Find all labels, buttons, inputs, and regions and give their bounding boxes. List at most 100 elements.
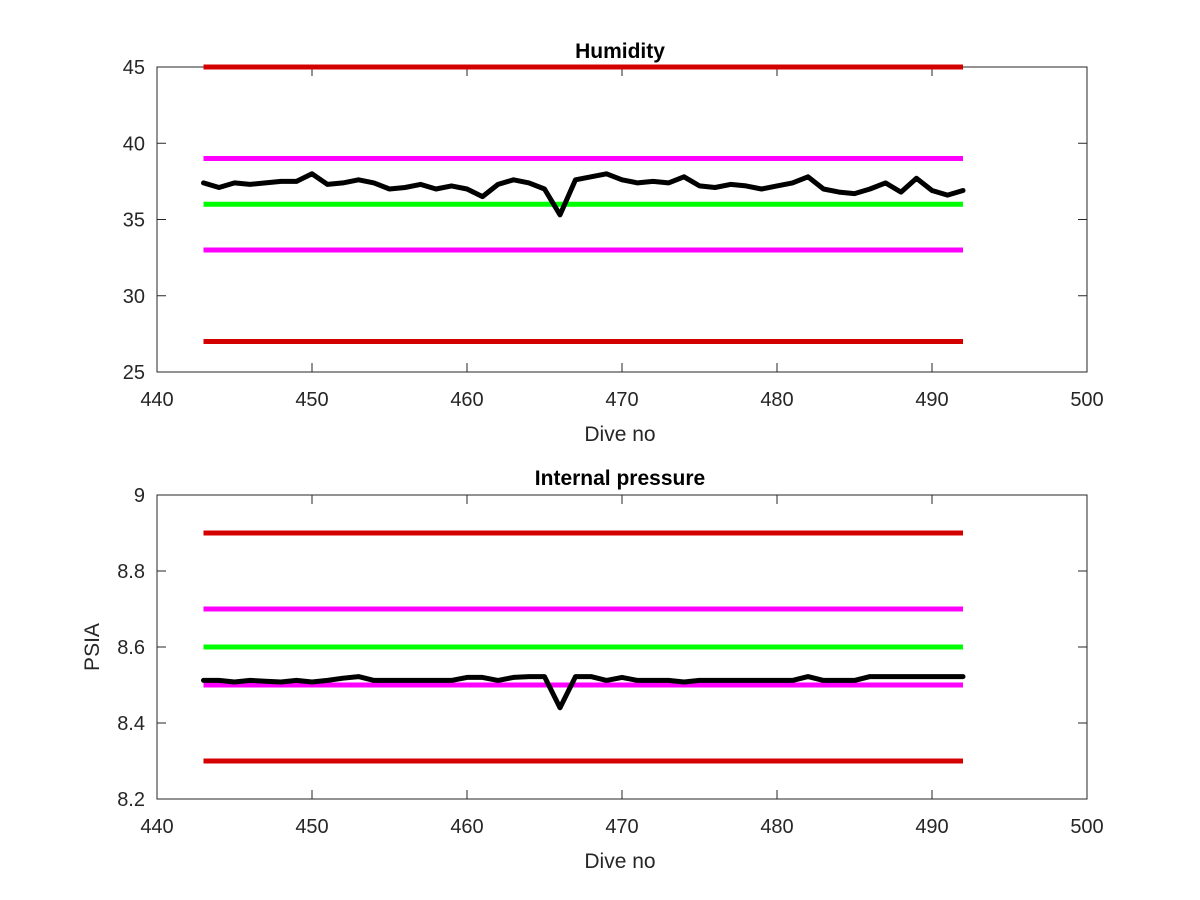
pressure-ytick-label: 8.4 — [117, 713, 145, 735]
humidity-data-point — [668, 182, 669, 184]
pressure-data-point — [342, 677, 344, 679]
pressure-plot-area: 440 450 460 470 480 490 500 8.2 8.4 8.6 8.8 9 — [117, 485, 1104, 838]
pressure-data-point — [838, 679, 840, 681]
pressure-data-point — [885, 676, 886, 678]
pressure-data-point — [699, 679, 700, 681]
humidity-data-point — [234, 182, 235, 184]
humidity-data-point — [885, 182, 886, 184]
pressure-data-point — [947, 676, 948, 678]
pressure-data-point — [730, 679, 731, 681]
pressure-data-point — [931, 676, 933, 678]
pressure-data-point — [854, 679, 855, 681]
humidity-data-point — [916, 177, 917, 179]
pressure-data-point — [404, 679, 406, 681]
pressure-xtick-label: 440 — [140, 816, 173, 838]
pressure-data-point — [203, 679, 204, 681]
pressure-data-point — [218, 679, 220, 681]
humidity-title: Humidity — [575, 40, 665, 63]
humidity-data-point — [823, 188, 824, 190]
humidity-data-point — [435, 188, 437, 190]
pressure-data-point — [296, 679, 297, 681]
humidity-xtick-label: 480 — [760, 389, 793, 411]
pressure-series-line — [201, 674, 966, 711]
pressure-data-point — [528, 676, 530, 678]
pressure-xtick-label: 490 — [915, 816, 948, 838]
pressure-ylabel: PSIA — [81, 623, 104, 671]
pressure-data-point — [234, 681, 235, 683]
humidity-data-point — [699, 185, 700, 187]
humidity-data-point — [466, 188, 468, 190]
pressure-ytick-label: 8.2 — [117, 789, 145, 811]
humidity-data-point — [838, 191, 840, 193]
pressure-data-point — [745, 679, 747, 681]
humidity-data-point — [249, 183, 251, 185]
pressure-ytick-label: 8.6 — [117, 637, 145, 659]
humidity-data-point — [637, 182, 638, 184]
pressure-data-point — [606, 679, 607, 681]
humidity-data-point — [265, 182, 266, 184]
humidity-data-point — [575, 179, 576, 181]
pressure-xtick-label: 450 — [295, 816, 328, 838]
humidity-data-point — [327, 183, 328, 185]
pressure-data-point — [265, 680, 266, 682]
humidity-data-point — [497, 183, 499, 185]
humidity-data-point — [761, 188, 762, 190]
humidity-data-point — [947, 194, 948, 196]
pressure-data-point — [637, 679, 638, 681]
pressure-data-point — [714, 679, 716, 681]
pressure-data-point — [575, 676, 576, 678]
humidity-data-point — [590, 176, 592, 178]
pressure-data-point — [823, 679, 824, 681]
pressure-data-point — [559, 707, 561, 709]
pressure-data-point — [652, 679, 654, 681]
pressure-data-point — [466, 676, 468, 678]
pressure-data-point — [900, 676, 902, 678]
pressure-data-point — [451, 679, 452, 681]
humidity-data-point — [559, 214, 561, 216]
humidity-data-point — [606, 173, 607, 175]
humidity-xtick-label: 490 — [915, 389, 948, 411]
humidity-ytick-label: 40 — [123, 133, 145, 155]
pressure-panel: Internal pressure Dive no PSIA — [81, 467, 705, 873]
pressure-data-point — [962, 676, 964, 678]
pressure-xtick-label: 500 — [1070, 816, 1103, 838]
humidity-data-point — [776, 185, 778, 187]
humidity-data-point — [451, 185, 452, 187]
pressure-ytick-label: 9 — [134, 485, 145, 507]
humidity-data-point — [513, 179, 514, 181]
pressure-xtick-label: 480 — [760, 816, 793, 838]
humidity-data-point — [482, 196, 483, 198]
humidity-data-point — [962, 190, 964, 192]
humidity-data-point — [342, 182, 344, 184]
pressure-data-point — [482, 676, 483, 678]
humidity-data-point — [203, 182, 204, 184]
humidity-data-point — [683, 176, 685, 178]
humidity-data-point — [621, 179, 623, 181]
humidity-xtick-label: 440 — [140, 389, 173, 411]
humidity-ytick-label: 30 — [123, 286, 145, 308]
pressure-data-point — [761, 679, 762, 681]
humidity-data-point — [807, 176, 809, 178]
pressure-data-point — [683, 681, 685, 683]
pressure-data-point — [621, 676, 623, 678]
pressure-xtick-label: 470 — [605, 816, 638, 838]
humidity-data-point — [714, 186, 716, 188]
pressure-xlabel: Dive no — [584, 850, 655, 873]
pressure-data-point — [358, 676, 359, 678]
humidity-xlabel: Dive no — [584, 423, 655, 446]
pressure-xtick-label: 460 — [450, 816, 483, 838]
humidity-data-point — [404, 186, 406, 188]
humidity-data-point — [854, 193, 855, 195]
humidity-data-point — [296, 180, 297, 182]
pressure-data-point — [311, 681, 313, 683]
humidity-plot-area: 440 450 460 470 480 490 500 25 30 35 40 45 — [123, 57, 1104, 411]
pressure-data-point — [513, 676, 514, 678]
pressure-data-point — [916, 676, 917, 678]
pressure-data-point — [792, 679, 793, 681]
humidity-xtick-label: 500 — [1070, 389, 1103, 411]
humidity-data-point — [869, 188, 871, 190]
humidity-xtick-label: 450 — [295, 389, 328, 411]
humidity-data-point — [373, 182, 375, 184]
